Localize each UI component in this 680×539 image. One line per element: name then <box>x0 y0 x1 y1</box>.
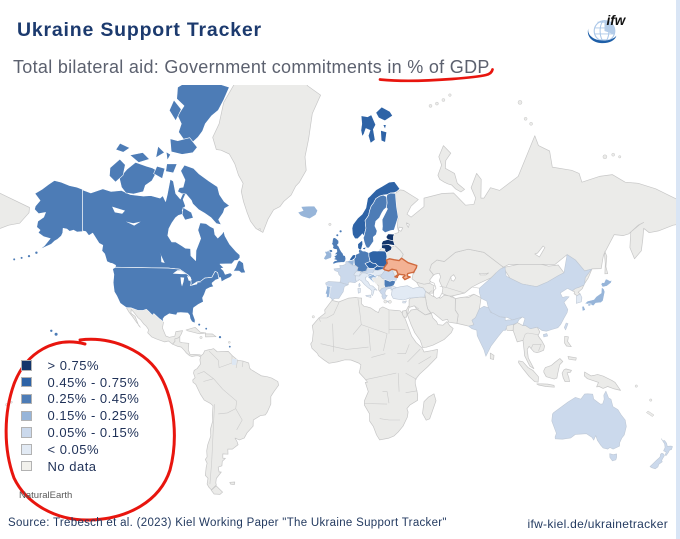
svg-text:ifw: ifw <box>607 13 627 28</box>
